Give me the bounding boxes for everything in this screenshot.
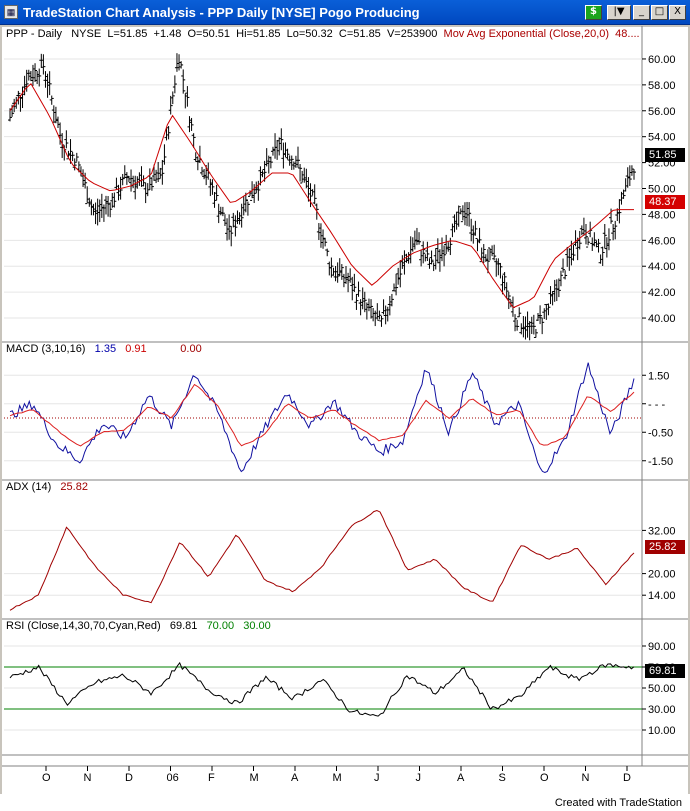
menu-dropdown-button[interactable]: |▼ [607,5,631,20]
price-tick-label: 46.00 [648,235,676,247]
adx-value-tag: 25.82 [645,540,685,554]
price-tick-label: 44.00 [648,261,676,273]
price-change: +1.48 [153,28,182,40]
price-panel-header: PPP - Daily NYSE L=51.85 +1.48 O=50.51 H… [6,28,640,40]
footer: Created with TradeStation [0,794,690,811]
last-price-tag: 51.85 [645,148,685,162]
price-symbol: PPP - Daily [6,28,63,40]
price-close: C=51.85 [338,28,381,40]
price-tick-label: 60.00 [648,54,676,66]
adx-name: ADX (14) [6,481,52,493]
footer-credit: Created with TradeStation [554,797,682,809]
ema-value-tag: 48.37 [645,195,685,209]
green-dollar-button[interactable]: $ [585,5,602,20]
rsi-panel-header: RSI (Close,14,30,70,Cyan,Red) 69.81 70.0… [6,620,271,632]
x-axis-label: M [333,772,342,784]
x-axis-label: M [250,772,259,784]
maximize-button[interactable]: □ [651,5,668,20]
price-exchange: NYSE [71,28,102,40]
ema-line [9,82,634,309]
rsi-value: 69.81 [169,620,198,632]
price-last: L=51.85 [107,28,148,40]
x-axis-label: J [374,772,380,784]
price-tick-label: 48.00 [648,209,676,221]
x-axis-label: J [416,772,422,784]
rsi-tick-label: 50.00 [648,683,676,695]
macd-name: MACD (3,10,16) [6,343,86,355]
ema-study-value: 48.... [615,28,640,40]
x-axis-label: D [125,772,133,784]
adx-line [9,509,635,611]
ema-study-label: Mov Avg Exponential (Close,20,0) [443,28,610,40]
rsi-lower: 30.00 [243,620,271,632]
price-tick-label: 58.00 [648,80,676,92]
macd-value: 1.35 [94,343,117,355]
macd-tick-label: - - - [648,399,665,411]
macd-signal-value: 0.91 [125,343,147,355]
chart-canvas[interactable]: 60.0058.0056.0054.0052.0050.0048.0046.00… [2,26,688,794]
macd-panel-header: MACD (3,10,16) 1.35 0.91 0.00 [6,343,202,355]
x-axis-label: A [291,772,299,784]
x-axis-label: 06 [167,772,179,784]
macd-tick-label: -0.50 [648,427,673,439]
x-axis-label: N [582,772,590,784]
x-axis-label: A [457,772,465,784]
price-tick-label: 40.00 [648,313,676,325]
adx-tick-label: 14.00 [648,590,676,602]
rsi-tick-label: 10.00 [648,725,676,737]
window-title: TradeStation Chart Analysis - PPP Daily … [23,5,420,20]
x-axis-label: O [540,772,549,784]
macd-tick-label: -1.50 [648,456,673,468]
minimize-button[interactable]: _ [633,5,650,20]
rsi-name: RSI (Close,14,30,70,Cyan,Red) [6,620,161,632]
macd-line [9,362,635,473]
price-tick-label: 54.00 [648,132,676,144]
rsi-value-tag: 69.81 [645,664,685,678]
macd-tick-label: 1.50 [648,370,669,382]
price-tick-label: 42.00 [648,287,676,299]
rsi-tick-label: 90.00 [648,641,676,653]
macd-signal-line [9,383,635,447]
x-axis-label: S [499,772,506,784]
rsi-line [9,661,635,717]
macd-diff-value: 0.00 [180,343,202,355]
x-axis-label: D [623,772,631,784]
rsi-upper: 70.00 [206,620,235,632]
close-button[interactable]: X [669,5,686,20]
rsi-tick-label: 30.00 [648,704,676,716]
adx-value: 25.82 [60,481,88,493]
price-tick-label: 50.00 [648,184,676,196]
adx-tick-label: 32.00 [648,525,676,537]
price-high: Hi=51.85 [236,28,281,40]
price-low: Lo=50.32 [286,28,333,40]
window-title-bar: ▦ TradeStation Chart Analysis - PPP Dail… [0,0,690,25]
x-axis-label: O [42,772,51,784]
tradestation-app-icon: ▦ [4,5,18,19]
adx-panel-header: ADX (14) 25.82 [6,481,88,493]
x-axis-label: N [84,772,92,784]
price-volume: V=253900 [386,28,438,40]
x-axis-label: F [208,772,215,784]
price-open: O=50.51 [187,28,230,40]
adx-tick-label: 20.00 [648,569,676,581]
price-tick-label: 56.00 [648,106,676,118]
